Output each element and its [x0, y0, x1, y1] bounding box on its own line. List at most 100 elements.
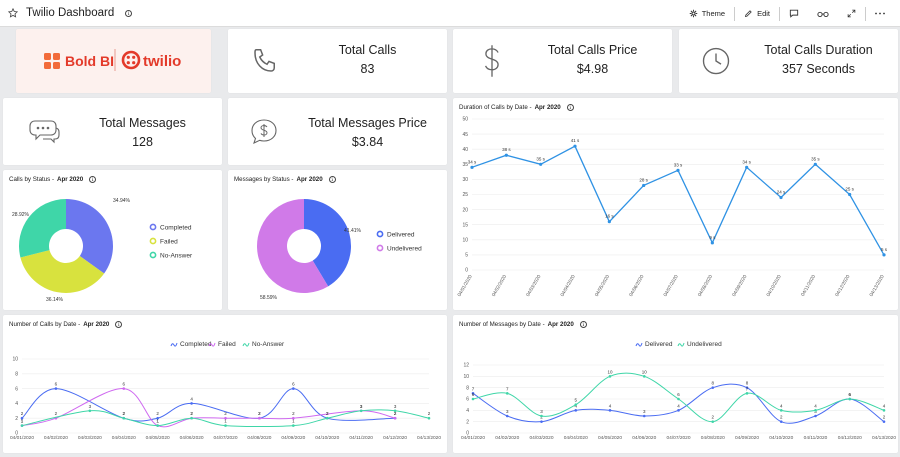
edit-button[interactable]: Edit: [735, 0, 779, 27]
legend-label: Undelivered: [687, 341, 722, 348]
data-point: [393, 416, 397, 420]
data-label: 1: [292, 419, 295, 424]
info-icon[interactable]: i: [89, 176, 97, 183]
data-label: 5 s: [881, 247, 888, 252]
x-tick-label: 04/01/2020: [457, 274, 474, 298]
kpi-title: Total Messages Price: [308, 116, 427, 130]
kpi-total-calls-duration: Total Calls Duration 357 Seconds: [679, 29, 898, 93]
data-label: 4: [780, 403, 783, 408]
fullscreen-button[interactable]: [838, 0, 865, 27]
data-label: 28 s: [639, 177, 648, 182]
y-tick-label: 8: [466, 385, 469, 391]
data-label: 41.41%: [344, 228, 362, 234]
legend-marker: [170, 342, 178, 347]
comment-button[interactable]: [780, 0, 808, 27]
data-label: 38 s: [502, 147, 511, 152]
data-label: 35 s: [811, 156, 820, 161]
widget-title: Calls by Status - Apr 2020 i: [9, 176, 97, 183]
data-point: [20, 416, 24, 420]
x-tick-label: 04/10/2020: [769, 435, 793, 441]
legend-marker: [149, 237, 157, 245]
data-label: 4: [677, 403, 680, 408]
x-tick-label: 04/03/2020: [529, 435, 553, 441]
logo-card: Bold BI twilio: [16, 29, 211, 93]
info-icon[interactable]: i: [125, 9, 133, 17]
data-label: 2: [190, 411, 193, 416]
data-label: 34 s: [468, 159, 477, 164]
y-tick-label: 35: [462, 162, 468, 168]
data-label: 10: [642, 369, 648, 374]
widget-title: Number of Calls by Date - Apr 2020 i: [9, 321, 123, 328]
info-icon[interactable]: i: [579, 321, 587, 328]
gear-icon: [689, 9, 697, 18]
kpi-total-calls-price: Total Calls Price $4.98: [453, 29, 672, 93]
x-tick-label: 04/06/2020: [632, 435, 656, 441]
data-point: [427, 416, 431, 420]
data-point: [258, 416, 261, 420]
data-point: [292, 387, 295, 390]
series-line: [21, 388, 396, 422]
chat-bubbles-icon: [29, 120, 60, 144]
data-point: [540, 414, 543, 418]
data-point: [292, 424, 295, 427]
data-point: [122, 387, 126, 390]
theme-button[interactable]: Theme: [680, 0, 734, 27]
data-label: 6: [55, 382, 58, 387]
info-icon[interactable]: i: [115, 321, 123, 328]
glasses-icon: [817, 11, 829, 17]
data-point: [20, 424, 24, 427]
x-tick-label: 04/02/2020: [44, 435, 68, 441]
more-options-button[interactable]: [866, 0, 894, 27]
legend-marker: [376, 230, 384, 238]
info-icon[interactable]: i: [566, 104, 574, 111]
data-point: [574, 409, 578, 412]
x-tick-label: 04/13/2020: [417, 435, 441, 441]
twilio-logo-text: twilio: [143, 53, 181, 70]
kpi-value: 83: [360, 62, 375, 76]
edit-label: Edit: [757, 9, 770, 18]
data-point: [573, 144, 577, 148]
x-tick-label: 04/04/2020: [112, 435, 136, 441]
data-point: [882, 409, 886, 412]
x-tick-label: 04/09/2020: [731, 274, 748, 298]
logo-banner: Bold BI twilio: [44, 49, 181, 71]
data-label: 2: [394, 411, 397, 416]
y-tick-label: 10: [463, 374, 469, 380]
x-tick-label: 04/10/2020: [315, 435, 339, 441]
data-label: 6: [122, 382, 125, 387]
kpi-total-calls: Total Calls 83: [228, 29, 447, 93]
x-tick-label: 04/05/2020: [594, 274, 611, 298]
data-point: [88, 409, 92, 413]
x-tick-label: 04/06/2020: [628, 274, 645, 298]
x-tick-label: 04/01/2020: [10, 435, 34, 441]
clock-icon: [702, 47, 730, 75]
star-icon[interactable]: [8, 8, 18, 18]
kpi-value: $4.98: [576, 62, 609, 76]
data-point: [393, 409, 397, 413]
data-point: [505, 414, 509, 418]
data-label: 3: [643, 409, 646, 414]
data-label: 2: [428, 411, 431, 416]
data-point: [540, 420, 543, 423]
dollar-icon: [484, 45, 499, 77]
legend-marker: [242, 342, 250, 347]
data-label: 4: [609, 403, 612, 408]
y-tick-label: 50: [462, 117, 468, 123]
data-label: 3: [89, 404, 92, 409]
info-icon[interactable]: i: [328, 176, 336, 183]
x-tick-label: 04/08/2020: [697, 274, 714, 298]
data-point: [677, 409, 680, 412]
data-point: [574, 403, 578, 406]
kpi-total-messages: Total Messages 128: [3, 98, 222, 165]
data-label: 6: [848, 392, 851, 397]
data-label: 2: [122, 411, 125, 416]
x-tick-label: 04/12/2020: [383, 435, 407, 441]
x-tick-label: 04/05/2020: [598, 435, 622, 441]
data-label: 1: [224, 419, 227, 424]
data-point: [505, 392, 509, 395]
view-button[interactable]: [808, 0, 838, 27]
data-label: 8: [746, 381, 749, 386]
legend-label: No-Answer: [160, 252, 193, 259]
expand-icon: [847, 9, 856, 18]
